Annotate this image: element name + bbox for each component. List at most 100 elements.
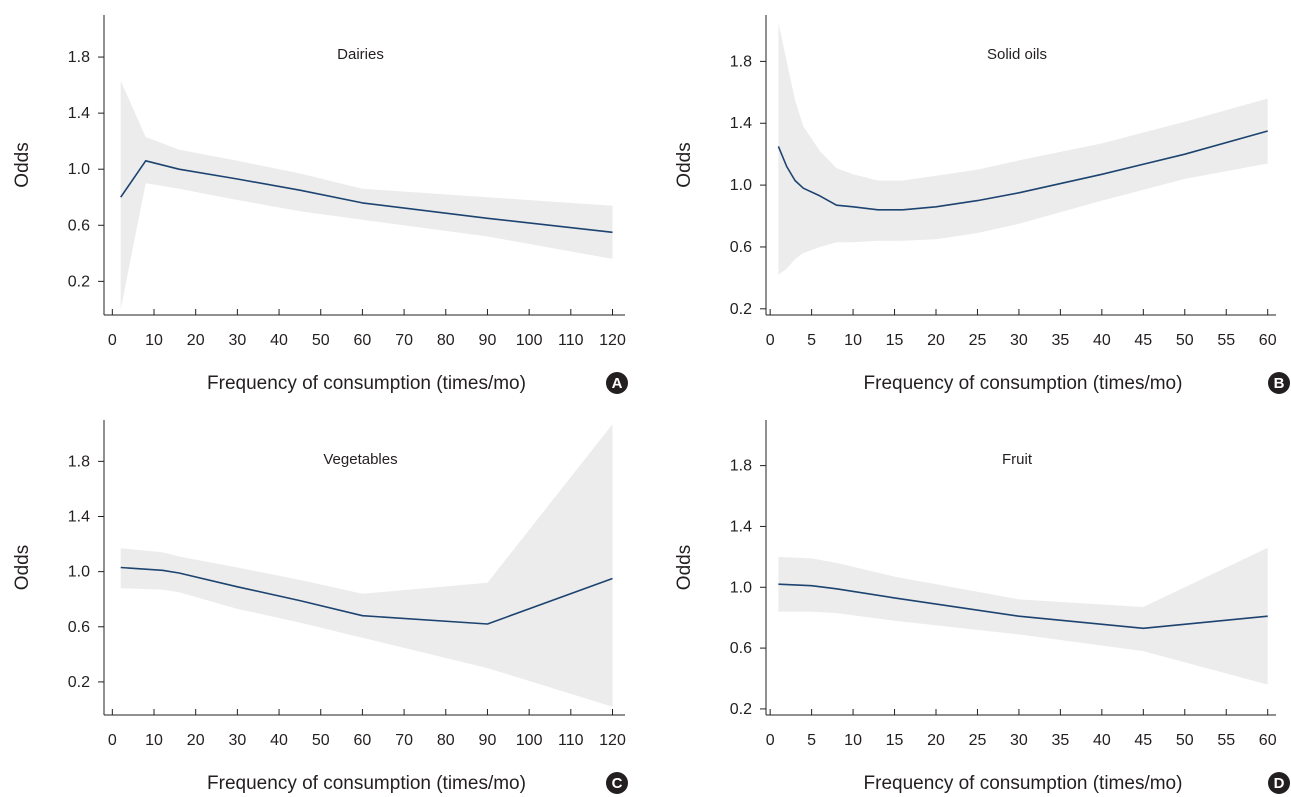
- x-tick-label: 35: [1051, 732, 1069, 749]
- axes: 0.2 0.6 1.0 1.4 1.8 0 10 20 30 40 50 60 70 80 90 100 110…: [68, 420, 626, 749]
- x-tick-label: 15: [886, 332, 904, 349]
- panel-badge: [1268, 372, 1290, 394]
- y-tick-label: 1.0: [730, 579, 752, 596]
- x-tick-label: 10: [844, 732, 862, 749]
- panel-badge-label: A: [612, 375, 623, 392]
- panel-d: 0.2 0.6 1.0 1.4 1.8 0 5 10 15 20 25 30 35 40 45 50 55 60 F…: [674, 420, 1290, 794]
- x-axis-title: Frequency of consumption (times/mo): [207, 773, 526, 794]
- x-tick-label: 55: [1217, 732, 1235, 749]
- x-tick-label: 15: [886, 732, 904, 749]
- panel-badge: [606, 772, 628, 794]
- panel-c: 0.2 0.6 1.0 1.4 1.8 0 10 20 30 40 50 60 70 80 90 100 110…: [12, 420, 628, 794]
- confidence-band: [778, 22, 1268, 275]
- panel-a: 0.2 0.6 1.0 1.4 1.8 0 10 20 30 40 50 60 70 80 90 100 110…: [12, 15, 628, 394]
- y-tick-label: 1.4: [730, 518, 752, 535]
- y-tick-label: 1.8: [730, 53, 752, 70]
- y-axis-title: Odds: [674, 142, 695, 187]
- x-tick-label: 0: [766, 332, 775, 349]
- x-tick-label: 10: [145, 732, 163, 749]
- x-tick-label: 50: [312, 732, 330, 749]
- x-tick-label: 25: [969, 332, 987, 349]
- x-tick-label: 0: [766, 732, 775, 749]
- panel-badge: [606, 372, 628, 394]
- x-tick-label: 0: [108, 332, 117, 349]
- y-tick-label: 1.8: [68, 49, 90, 66]
- y-tick-label: 0.2: [68, 674, 90, 691]
- x-tick-label: 20: [187, 732, 205, 749]
- x-tick-label: 70: [395, 332, 413, 349]
- panel-title: Dairies: [337, 46, 384, 63]
- x-tick-label: 60: [354, 332, 372, 349]
- x-tick-label: 35: [1051, 332, 1069, 349]
- y-tick-label: 1.4: [68, 508, 90, 525]
- y-tick-label: 1.4: [68, 105, 90, 122]
- x-tick-label: 5: [807, 732, 816, 749]
- x-tick-label: 25: [969, 732, 987, 749]
- x-tick-label: 90: [479, 732, 497, 749]
- x-tick-label: 90: [479, 332, 497, 349]
- x-tick-label: 50: [1176, 332, 1194, 349]
- panel-title: Vegetables: [323, 451, 397, 468]
- y-tick-label: 1.8: [730, 458, 752, 475]
- x-tick-label: 40: [1093, 332, 1111, 349]
- x-tick-label: 0: [108, 732, 117, 749]
- x-tick-label: 30: [1010, 332, 1028, 349]
- axes: 0.2 0.6 1.0 1.4 1.8 0 5 10 15 20 25 30 35 40 45 50 55 60: [730, 420, 1277, 749]
- y-tick-label: 0.2: [730, 301, 752, 318]
- y-tick-label: 0.2: [68, 273, 90, 290]
- x-tick-label: 120: [599, 332, 626, 349]
- x-tick-label: 80: [437, 732, 455, 749]
- x-tick-label: 100: [516, 732, 543, 749]
- x-tick-label: 60: [1259, 732, 1277, 749]
- series-line: [777, 130, 1268, 211]
- y-axis-title: Odds: [12, 545, 33, 590]
- x-tick-label: 80: [437, 332, 455, 349]
- x-tick-label: 100: [516, 332, 543, 349]
- x-tick-label: 10: [145, 332, 163, 349]
- confidence-band: [120, 80, 613, 310]
- x-tick-label: 40: [270, 332, 288, 349]
- y-tick-label: 0.6: [730, 640, 752, 657]
- x-tick-label: 30: [228, 332, 246, 349]
- x-tick-label: 45: [1134, 332, 1152, 349]
- x-tick-label: 60: [1259, 332, 1277, 349]
- x-tick-label: 5: [807, 332, 816, 349]
- series-line: [778, 583, 1268, 630]
- panel-title: Solid oils: [987, 46, 1047, 63]
- x-tick-label: 30: [228, 732, 246, 749]
- y-axis-title: Odds: [674, 545, 695, 590]
- y-tick-label: 1.0: [68, 564, 90, 581]
- x-tick-label: 60: [354, 732, 372, 749]
- x-tick-label: 40: [270, 732, 288, 749]
- x-tick-label: 10: [844, 332, 862, 349]
- axes: 0.2 0.6 1.0 1.4 1.8 0 5 10 15 20 25 30 35 40 45 50 55 60: [730, 15, 1277, 349]
- x-tick-label: 45: [1134, 732, 1152, 749]
- x-tick-label: 20: [927, 732, 945, 749]
- series-line: [120, 160, 613, 234]
- y-tick-label: 1.0: [68, 161, 90, 178]
- x-tick-label: 120: [599, 732, 626, 749]
- panel-badge-label: C: [612, 775, 623, 792]
- x-tick-label: 55: [1217, 332, 1235, 349]
- panel-badge-label: B: [1274, 375, 1285, 392]
- y-tick-label: 0.6: [68, 619, 90, 636]
- x-tick-label: 50: [1176, 732, 1194, 749]
- series-line: [120, 566, 613, 625]
- x-tick-label: 40: [1093, 732, 1111, 749]
- y-tick-label: 0.2: [730, 701, 752, 718]
- x-tick-label: 30: [1010, 732, 1028, 749]
- x-axis-title: Frequency of consumption (times/mo): [207, 373, 526, 394]
- y-tick-label: 1.0: [730, 177, 752, 194]
- x-tick-label: 110: [558, 732, 584, 749]
- panel-title: Fruit: [1002, 451, 1033, 468]
- y-tick-label: 1.8: [68, 453, 90, 470]
- x-tick-label: 50: [312, 332, 330, 349]
- panel-badge: [1268, 772, 1290, 794]
- y-tick-label: 0.6: [68, 217, 90, 234]
- x-tick-label: 70: [395, 732, 413, 749]
- panel-badge-label: D: [1274, 775, 1285, 792]
- axes: 0.2 0.6 1.0 1.4 1.8 0 10 20 30 40 50 60 70 80 90 100 110…: [68, 15, 626, 349]
- y-axis-title: Odds: [12, 142, 33, 187]
- x-axis-title: Frequency of consumption (times/mo): [864, 373, 1183, 394]
